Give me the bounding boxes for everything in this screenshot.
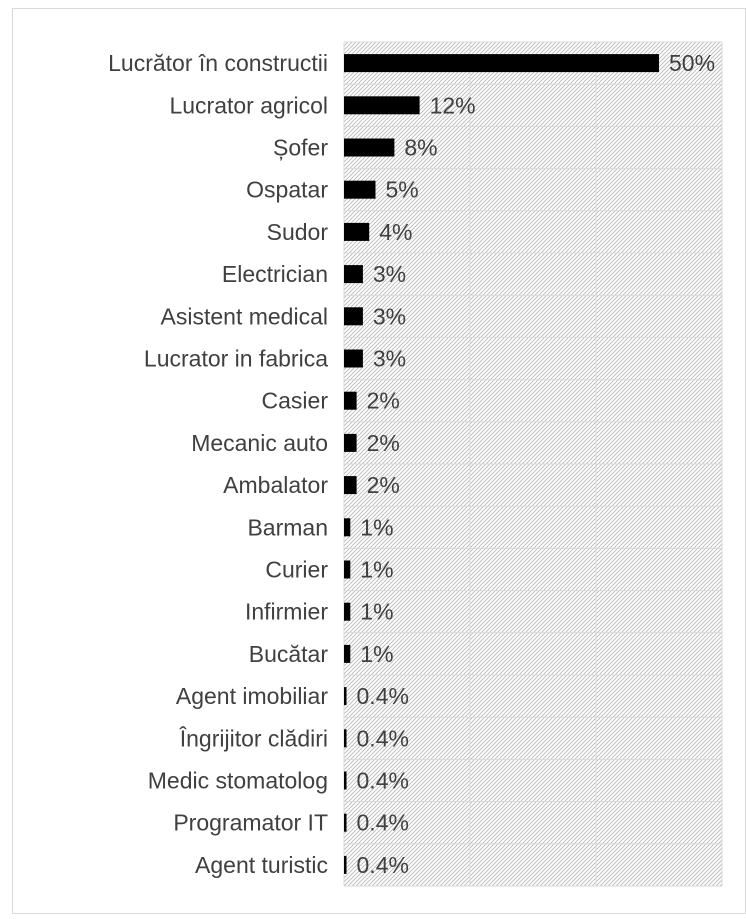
bar [344,771,347,790]
category-label: Asistent medical [161,303,328,329]
chart-frame: Lucrător în constructii Lucrator agricol Ș… [12,8,746,914]
value-label: 1% [360,641,393,667]
value-label: 3% [373,346,406,372]
value-label: 3% [373,261,406,287]
value-label: 12% [430,92,476,118]
category-label: Lucrator in fabrica [144,346,328,372]
value-label: 1% [360,557,393,583]
category-label: Ambalator [223,472,328,498]
bar [344,476,357,495]
bar [344,54,659,73]
bar [344,222,370,241]
bar [344,433,357,452]
category-labels: Lucrător în constructii Lucrator agricol Ș… [108,50,328,878]
bars [344,54,659,874]
category-label: Barman [247,514,328,540]
category-label: Îngrijitor clădiri [179,725,328,751]
category-label: Ospatar [246,177,328,203]
bar [344,518,351,537]
category-label: Electrician [222,261,328,287]
category-label: Bucătar [249,641,329,667]
category-label: Lucrator agricol [169,92,328,118]
value-label: 2% [367,388,400,414]
category-label: Mecanic auto [191,430,328,456]
value-label: 0.4% [357,683,409,709]
bar [344,96,420,115]
category-label: Casier [262,388,329,414]
category-label: Medic stomatolog [148,768,328,794]
value-label: 3% [373,303,406,329]
value-label: 5% [386,177,419,203]
bar [344,855,347,874]
category-label: Programator IT [173,810,328,836]
value-label: 2% [367,472,400,498]
category-label: Lucrător în constructii [108,50,328,76]
bar [344,560,351,579]
value-label: 0.4% [357,768,409,794]
value-label: 0.4% [357,725,409,751]
bar [344,391,357,410]
category-label: Șofer [273,135,328,161]
bar [344,644,351,663]
value-label: 1% [360,599,393,625]
value-label: 1% [360,514,393,540]
bar [344,180,376,199]
value-labels: 50% 12% 8% 5% 4% 3% 3% 3% 2% 2% 2% 1% 1% 1% 1% 0.4% 0.4%… [357,50,716,878]
bar-chart: Lucrător în constructii Lucrator agricol Ș… [108,41,723,887]
value-label: 2% [367,430,400,456]
bar [344,813,347,832]
bar [344,729,347,748]
bar [344,349,363,368]
value-label: 0.4% [357,852,409,878]
gridlines [343,41,723,887]
bar [344,265,363,284]
category-label: Sudor [267,219,329,245]
bar [344,138,395,157]
category-label: Curier [265,557,328,583]
bar [344,307,363,326]
value-label: 8% [404,135,437,161]
bar [344,687,347,706]
category-label: Agent imobiliar [176,683,328,709]
category-label: Infirmier [245,599,328,625]
bar [344,602,351,621]
value-label: 0.4% [357,810,409,836]
value-label: 4% [379,219,412,245]
value-label: 50% [669,50,715,76]
category-label: Agent turistic [195,852,328,878]
